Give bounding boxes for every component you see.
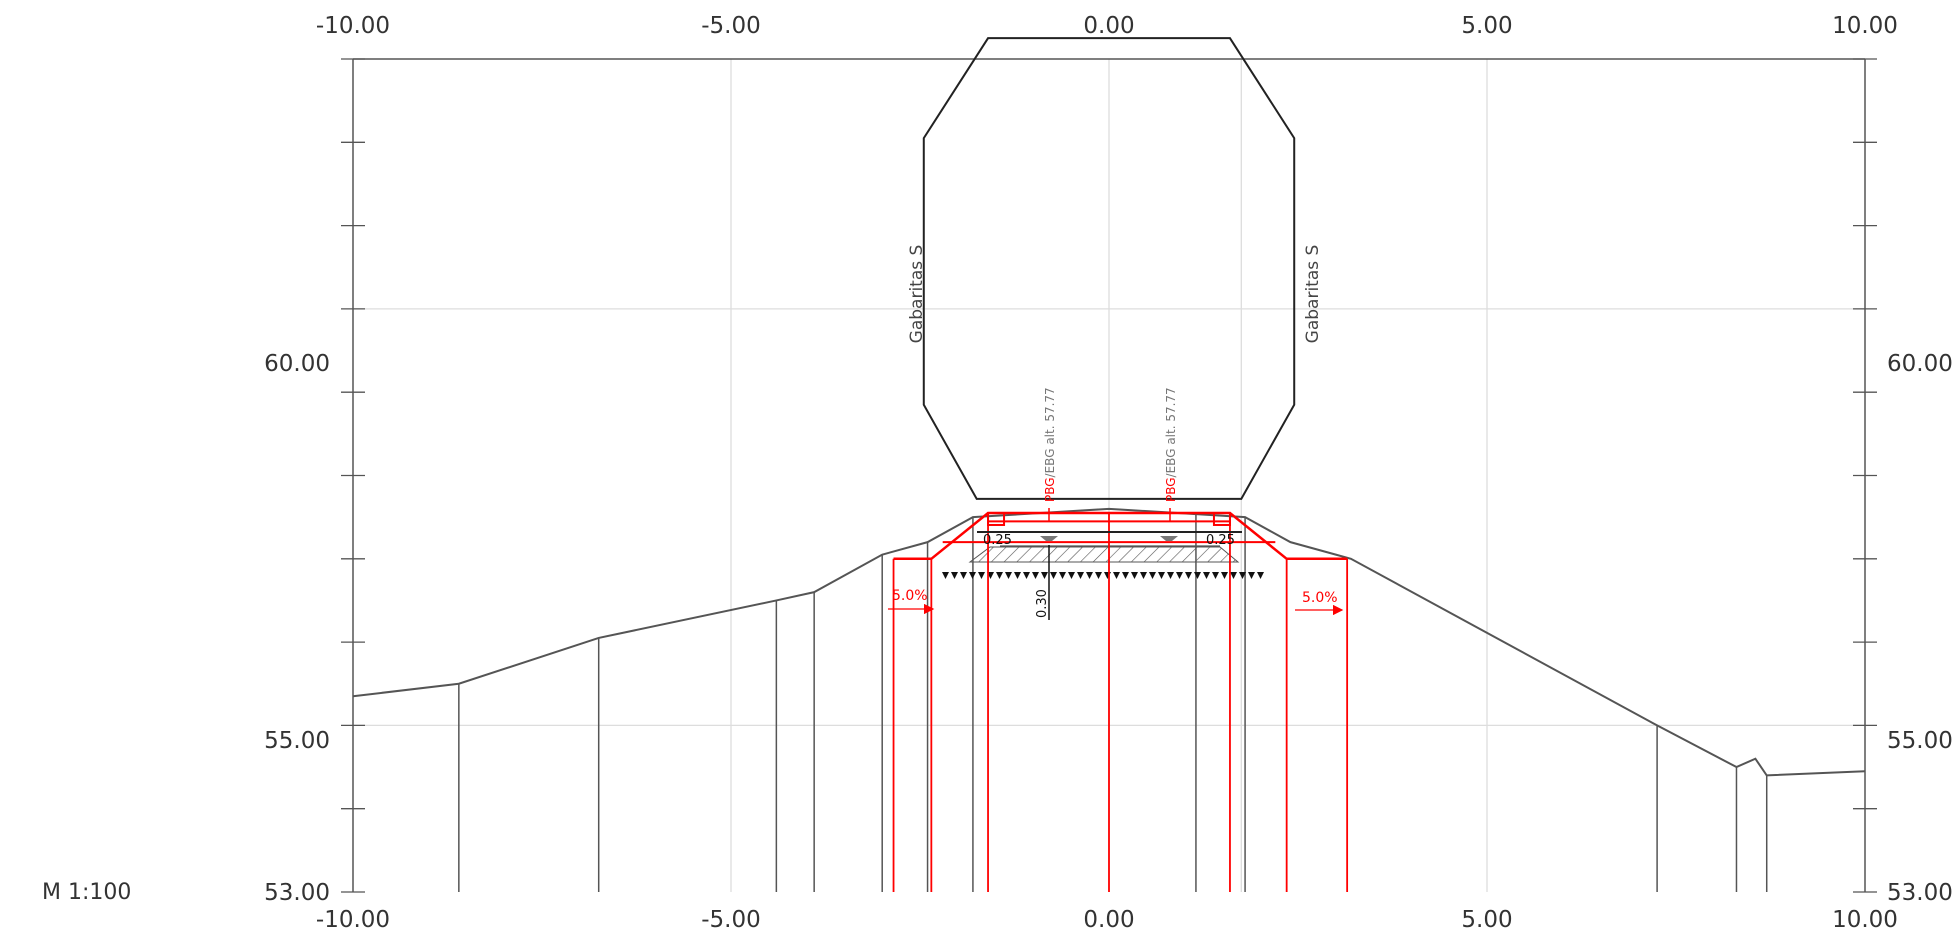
x-tick-label-top: -5.00 bbox=[701, 13, 761, 39]
subballast-marker bbox=[1149, 572, 1156, 579]
subballast-marker bbox=[1041, 572, 1048, 579]
ebg-label: /EBG alt. 57.77 bbox=[1164, 387, 1178, 477]
subballast-marker bbox=[1032, 572, 1039, 579]
dimension-label-depth: 0.30 bbox=[1035, 589, 1050, 618]
y-tick-label-left: 60.00 bbox=[264, 351, 330, 377]
ebg-label: /EBG alt. 57.77 bbox=[1043, 387, 1057, 477]
gabarit-label-right: Gabaritas S bbox=[1303, 245, 1323, 344]
subballast-marker bbox=[1122, 572, 1129, 579]
x-tick-label-bottom: -5.00 bbox=[701, 907, 761, 932]
subballast-marker bbox=[1212, 572, 1219, 579]
subballast-marker bbox=[1005, 572, 1012, 579]
slope-annotation-left: 5.0% bbox=[888, 588, 933, 609]
slope-annotation-right: 5.0% bbox=[1295, 590, 1342, 610]
subballast-marker bbox=[1104, 572, 1111, 579]
subballast-marker bbox=[1140, 572, 1147, 579]
subballast-marker bbox=[1077, 572, 1084, 579]
pbg-label: PBG bbox=[1164, 477, 1178, 502]
x-tick-label-bottom: -10.00 bbox=[316, 907, 390, 932]
subballast-marker bbox=[960, 572, 967, 579]
x-tick-label-bottom: 0.00 bbox=[1083, 907, 1134, 932]
subballast-marker bbox=[1185, 572, 1192, 579]
svg-text:PBG/EBG alt. 57.77: PBG/EBG alt. 57.77 bbox=[1043, 387, 1057, 502]
subballast-marker-row bbox=[942, 572, 1264, 579]
subballast-marker bbox=[1230, 572, 1237, 579]
x-tick-label-top: 5.00 bbox=[1461, 13, 1512, 39]
svg-text:PBG/EBG alt. 57.77: PBG/EBG alt. 57.77 bbox=[1164, 387, 1178, 502]
subballast-marker bbox=[942, 572, 949, 579]
x-axis-top-labels: -10.00 -5.00 0.00 5.00 10.00 bbox=[316, 13, 1898, 39]
dimension-label-right: 0.25 bbox=[1206, 533, 1235, 548]
subballast-marker bbox=[1014, 572, 1021, 579]
y-tick-label-right: 53.00 bbox=[1887, 880, 1953, 906]
subballast-marker bbox=[1095, 572, 1102, 579]
y-tick-label-right: 60.00 bbox=[1887, 351, 1953, 377]
rail-head-right bbox=[1160, 536, 1178, 541]
subballast-marker bbox=[1113, 572, 1120, 579]
subballast-marker bbox=[969, 572, 976, 579]
y-axis-right-labels: 60.00 55.00 53.00 bbox=[1887, 351, 1953, 906]
subballast-marker bbox=[1158, 572, 1165, 579]
slope-label-right: 5.0% bbox=[1302, 590, 1338, 606]
subballast-marker bbox=[978, 572, 985, 579]
subballast-marker bbox=[996, 572, 1003, 579]
subballast-marker bbox=[1050, 572, 1057, 579]
x-tick-label-top: 10.00 bbox=[1832, 13, 1898, 39]
x-tick-label-bottom: 5.00 bbox=[1461, 907, 1512, 932]
x-tick-label-bottom: 10.00 bbox=[1832, 907, 1898, 932]
subballast-marker bbox=[951, 572, 958, 579]
rail-label-left: PBG/EBG alt. 57.77 bbox=[1043, 387, 1057, 522]
ballast-hatch bbox=[970, 547, 1238, 562]
subballast-marker bbox=[1059, 572, 1066, 579]
subballast-marker bbox=[1176, 572, 1183, 579]
gabarit-label-left: Gabaritas S bbox=[907, 245, 927, 344]
pbg-label: PBG bbox=[1043, 477, 1057, 502]
dimension-label-left: 0.25 bbox=[983, 533, 1012, 548]
subballast-marker bbox=[1131, 572, 1138, 579]
subballast-marker bbox=[1023, 572, 1030, 579]
x-tick-label-top: -10.00 bbox=[316, 13, 390, 39]
subballast-marker bbox=[1194, 572, 1201, 579]
rail-label-right: PBG/EBG alt. 57.77 bbox=[1164, 387, 1178, 522]
design-profile bbox=[894, 513, 1348, 892]
rail-head-left bbox=[1040, 536, 1058, 541]
slope-label-left: 5.0% bbox=[892, 588, 928, 604]
subballast-marker bbox=[1068, 572, 1075, 579]
subballast-marker bbox=[1248, 572, 1255, 579]
y-axis-left-labels: 60.00 55.00 53.00 bbox=[264, 351, 330, 906]
subballast-marker bbox=[1167, 572, 1174, 579]
y-tick-label-left: 55.00 bbox=[264, 728, 330, 754]
x-axis-bottom-labels: -10.00 -5.00 0.00 5.00 10.00 bbox=[316, 907, 1898, 932]
y-tick-label-left: 53.00 bbox=[264, 880, 330, 906]
x-tick-label-top: 0.00 bbox=[1083, 13, 1134, 39]
subballast-marker bbox=[1257, 572, 1264, 579]
subballast-marker bbox=[1086, 572, 1093, 579]
subballast-marker bbox=[1221, 572, 1228, 579]
y-tick-label-right: 55.00 bbox=[1887, 728, 1953, 754]
subballast-marker bbox=[1203, 572, 1210, 579]
scale-label: M 1:100 bbox=[42, 880, 131, 905]
